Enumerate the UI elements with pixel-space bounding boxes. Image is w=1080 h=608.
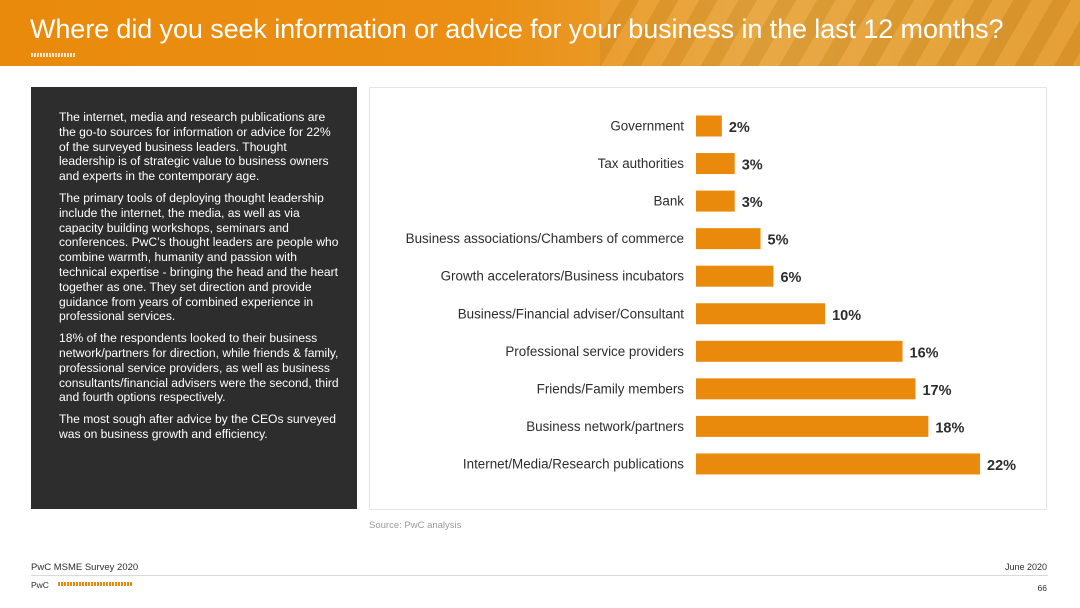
bar bbox=[696, 228, 761, 250]
category-label: Tax authorities bbox=[598, 156, 685, 171]
data-label: 17% bbox=[922, 383, 951, 399]
data-label: 2% bbox=[729, 120, 750, 136]
category-label: Business associations/Chambers of commer… bbox=[406, 231, 684, 246]
footer-date: June 2020 bbox=[1004, 562, 1047, 572]
category-label: Business/Financial adviser/Consultant bbox=[458, 306, 685, 321]
bar bbox=[696, 115, 722, 137]
page-number: 66 bbox=[1037, 583, 1047, 593]
bar bbox=[696, 153, 735, 175]
chart-frame: Government 2% Tax authorities 3% Bank 3% Busin… bbox=[369, 87, 1047, 510]
data-label: 6% bbox=[780, 270, 801, 286]
data-label: 3% bbox=[742, 158, 763, 174]
data-label: 16% bbox=[910, 345, 939, 361]
data-label: 18% bbox=[935, 420, 964, 436]
data-label: 10% bbox=[832, 308, 861, 324]
bar bbox=[696, 453, 980, 475]
category-label: Friends/Family members bbox=[537, 381, 685, 396]
category-label: Bank bbox=[653, 194, 684, 209]
footer-divider bbox=[31, 575, 1048, 576]
commentary-paragraph: The primary tools of deploying thought l… bbox=[59, 190, 339, 324]
bar bbox=[696, 303, 826, 325]
page-title: Where did you seek information or advice… bbox=[30, 14, 1004, 44]
commentary-paragraph: 18% of the respondents looked to their b… bbox=[59, 331, 339, 405]
category-label: Internet/Media/Research publications bbox=[463, 456, 684, 471]
header-banner: Where did you seek information or advice… bbox=[0, 0, 1080, 66]
bar bbox=[696, 340, 903, 362]
bar bbox=[696, 265, 774, 287]
footer-survey-name: PwC MSME Survey 2020 bbox=[31, 562, 139, 573]
commentary-paragraph: The internet, media and research publica… bbox=[59, 110, 331, 184]
category-label: Business network/partners bbox=[526, 419, 684, 434]
bar bbox=[696, 378, 916, 400]
category-label: Professional service providers bbox=[505, 344, 684, 359]
category-label: Government bbox=[610, 119, 684, 134]
data-label: 3% bbox=[742, 195, 763, 211]
data-label: 22% bbox=[987, 458, 1016, 474]
source-note: Source: PwC analysis bbox=[369, 520, 462, 531]
footer-brand-decoration bbox=[58, 582, 132, 586]
category-label: Growth accelerators/Business incubators bbox=[441, 269, 685, 284]
bar-chart: Government 2% Tax authorities 3% Bank 3% Busin… bbox=[406, 115, 1016, 475]
bar bbox=[696, 415, 929, 437]
footer-brand: PwC bbox=[31, 580, 49, 590]
commentary-panel: The internet, media and research publica… bbox=[31, 87, 357, 509]
header-decoration bbox=[31, 53, 75, 57]
data-label: 5% bbox=[768, 233, 789, 249]
bar bbox=[696, 190, 735, 212]
commentary-paragraph: The most sough after advice by the CEOs … bbox=[59, 412, 336, 441]
